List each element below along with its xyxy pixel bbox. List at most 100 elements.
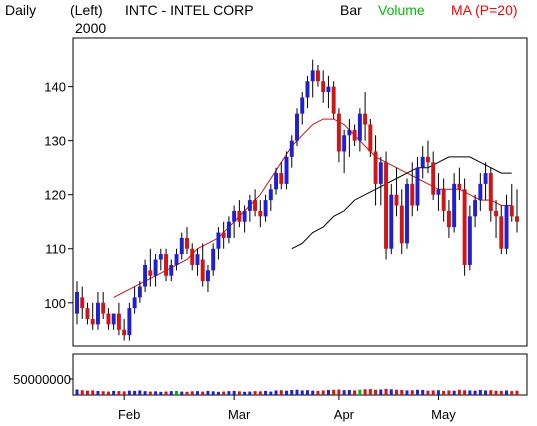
volume-bar: [195, 391, 199, 395]
x-tick-label: Mar: [228, 407, 251, 422]
volume-bar: [243, 391, 247, 395]
volume-bar: [510, 391, 514, 395]
volume-bar: [489, 390, 493, 395]
volume-bar: [452, 390, 456, 395]
candle-up: [153, 259, 158, 276]
volume-bar: [395, 389, 399, 395]
candle-down: [384, 162, 389, 249]
candle-down: [410, 183, 415, 206]
candle-down: [336, 113, 341, 152]
volume-bar: [185, 391, 189, 395]
candle-up: [158, 254, 163, 260]
volume-bar: [415, 389, 419, 395]
volume-bar: [405, 390, 409, 395]
volume-bar: [337, 389, 341, 395]
candle-up: [95, 302, 100, 325]
candle-down: [237, 210, 242, 222]
candle-down: [515, 216, 519, 222]
volume-bar: [253, 391, 257, 395]
price-panel-frame: [72, 37, 528, 347]
volume-bar: [342, 390, 346, 395]
scale-side-label: (Left): [70, 2, 103, 18]
volume-bar: [190, 391, 194, 395]
volume-bar: [164, 391, 168, 395]
volume-bar: [410, 390, 414, 395]
volume-bar: [494, 390, 498, 395]
candle-down: [352, 129, 357, 141]
volume-bar: [457, 389, 461, 395]
volume-bar: [154, 391, 158, 395]
ma-short-line: [113, 118, 512, 298]
volume-bar: [133, 390, 137, 395]
candle-up: [242, 210, 247, 222]
volume-bar: [400, 389, 404, 395]
candle-up: [389, 194, 394, 249]
period-label: Daily: [5, 2, 37, 18]
y-tick-label: 130: [44, 134, 66, 149]
volume-bar: [138, 390, 142, 395]
candle-up: [289, 140, 294, 157]
candle-down: [457, 183, 462, 190]
candle-up: [169, 264, 174, 276]
candle-down: [101, 302, 106, 314]
volume-bar: [515, 390, 519, 395]
candle-down: [509, 205, 514, 217]
volume-bar: [122, 391, 126, 395]
volume-bar: [96, 391, 100, 395]
candle-up: [378, 162, 383, 184]
volume-bar: [353, 390, 357, 395]
candle-up: [284, 156, 289, 184]
candle-up: [300, 97, 305, 114]
symbol-title: INTC - INTEL CORP: [125, 2, 254, 18]
volume-bar: [368, 389, 372, 395]
volume-bar: [499, 390, 503, 395]
candle-up: [174, 254, 179, 265]
volume-bar: [326, 389, 330, 395]
volume-bar: [389, 389, 393, 395]
candle-up: [263, 200, 268, 217]
candle-up: [357, 113, 362, 141]
candle-down: [425, 156, 430, 163]
candle-up: [205, 270, 210, 282]
candle-down: [106, 313, 111, 325]
candle-up: [310, 70, 315, 82]
candle-down: [373, 151, 378, 184]
candle-down: [394, 194, 399, 206]
volume-bar: [505, 390, 509, 395]
volume-bar: [285, 390, 289, 395]
volume-bar: [478, 389, 482, 395]
candle-up: [483, 173, 488, 184]
x-tick-label: Feb: [118, 407, 140, 422]
y-tick-label: 100: [44, 296, 66, 311]
candle-up: [305, 81, 310, 98]
volume-bar: [347, 389, 351, 395]
volume-bar: [127, 390, 131, 395]
year-label: 2000: [75, 20, 107, 36]
candle-up: [247, 200, 252, 211]
volume-bar: [274, 390, 278, 395]
candle-down: [253, 200, 258, 211]
candle-down: [446, 210, 451, 228]
volume-bar: [101, 391, 105, 395]
volume-bar: [295, 389, 299, 395]
candle-down: [122, 329, 127, 336]
candle-up: [127, 308, 132, 336]
candle-up: [405, 183, 409, 244]
candle-down: [80, 297, 85, 309]
volume-bar: [384, 388, 388, 395]
volume-bar: [106, 391, 110, 395]
candle-up: [137, 286, 142, 298]
volume-bar: [463, 390, 467, 395]
candle-down: [85, 308, 90, 319]
volume-bar: [112, 390, 116, 395]
volume-bar: [321, 390, 325, 395]
volume-bar: [206, 390, 210, 395]
candle-up: [295, 113, 299, 141]
candle-down: [321, 81, 326, 93]
volume-bar: [447, 390, 451, 395]
volume-bar: [75, 389, 79, 395]
candle-up: [75, 291, 79, 314]
volume-bar: [85, 390, 89, 395]
candle-up: [452, 183, 457, 228]
